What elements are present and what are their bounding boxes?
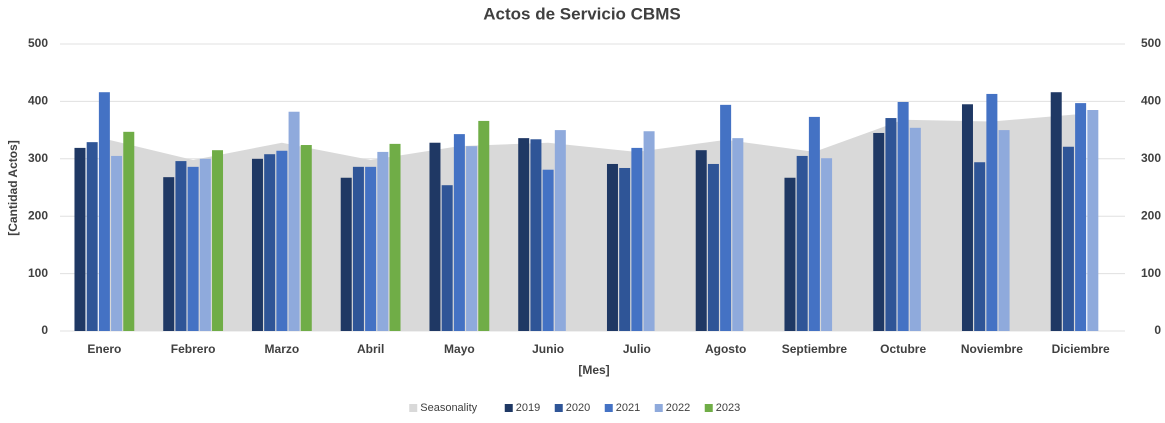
bar (998, 130, 1010, 331)
x-tick-label: Agosto (705, 342, 746, 356)
bar (643, 131, 655, 331)
bar (1062, 146, 1074, 331)
bar (300, 145, 312, 331)
x-tick-label: Febrero (171, 342, 216, 356)
bar (784, 177, 796, 331)
bar (377, 151, 389, 331)
y-tick-label: 500 (28, 36, 48, 50)
bar (796, 155, 808, 331)
bar (518, 138, 530, 331)
x-tick-label: Marzo (265, 342, 300, 356)
chart-title: Actos de Servicio CBMS (483, 4, 680, 23)
bar (707, 163, 719, 331)
legend-swatch (704, 404, 713, 412)
x-tick-label: Octubre (880, 342, 926, 356)
bar (530, 139, 542, 331)
bar (606, 163, 618, 331)
legend-label: Seasonality (420, 402, 477, 414)
y-tick-label: 0 (41, 323, 48, 337)
bar (175, 161, 187, 331)
y2-tick-label: 400 (1141, 94, 1161, 108)
legend-swatch (604, 404, 613, 412)
y2-tick-label: 300 (1141, 151, 1161, 165)
bar (1050, 92, 1062, 331)
bar (720, 104, 732, 332)
legend-label: 2022 (666, 402, 690, 414)
bar (1075, 103, 1087, 331)
x-tick-label: Julio (623, 342, 651, 356)
bar (276, 150, 288, 331)
legend-swatch (554, 404, 563, 412)
bar (98, 92, 110, 331)
x-tick-label: Noviembre (961, 342, 1023, 356)
bar (352, 166, 364, 331)
y-tick-label: 400 (28, 94, 48, 108)
bar (441, 185, 453, 331)
bar (123, 131, 135, 331)
y-tick-label: 100 (28, 266, 48, 280)
bar (909, 127, 921, 331)
bar (74, 147, 86, 331)
bar (873, 132, 885, 331)
bar (974, 162, 986, 331)
bar (251, 158, 263, 331)
y-tick-label: 300 (28, 151, 48, 165)
bar (111, 155, 123, 331)
legend-swatch (504, 404, 513, 412)
bar (961, 104, 973, 332)
bar (187, 166, 199, 331)
legend-label: 2020 (566, 402, 590, 414)
bar (264, 154, 276, 331)
bar (288, 111, 300, 332)
bar (986, 93, 998, 331)
bar (365, 166, 377, 331)
bar (1087, 110, 1099, 331)
bar (478, 120, 490, 331)
bar (821, 158, 833, 331)
bar (732, 138, 744, 331)
seasonality-area (104, 114, 1081, 331)
bar (542, 169, 554, 331)
x-tick-label: Junio (532, 342, 564, 356)
y-tick-label: 200 (28, 208, 48, 222)
bar (808, 116, 820, 331)
bar (897, 101, 909, 331)
bar (163, 177, 175, 331)
legend-swatch (654, 404, 663, 412)
bar (86, 142, 98, 331)
bar (631, 147, 643, 331)
y2-tick-label: 500 (1141, 36, 1161, 50)
bar (212, 150, 224, 331)
bar (389, 143, 401, 331)
bar (885, 118, 897, 332)
x-tick-label: Enero (87, 342, 121, 356)
x-tick-label: Abril (357, 342, 384, 356)
bar (466, 146, 478, 331)
y2-tick-label: 200 (1141, 208, 1161, 222)
y2-tick-label: 0 (1154, 323, 1161, 337)
bar (453, 134, 465, 331)
bar (619, 167, 631, 331)
x-tick-label: Septiembre (782, 342, 848, 356)
bar (340, 177, 352, 331)
x-tick-label: Mayo (444, 342, 475, 356)
legend-label: 2021 (616, 402, 640, 414)
bar (429, 142, 441, 331)
bar (695, 150, 707, 331)
y2-tick-label: 100 (1141, 266, 1161, 280)
legend-label: 2023 (716, 402, 740, 414)
bar (554, 130, 566, 331)
legend-swatch (409, 404, 418, 412)
bar (199, 158, 211, 331)
legend-label: 2019 (516, 402, 540, 414)
x-tick-label: Diciembre (1052, 342, 1110, 356)
x-axis-title: [Mes] (578, 363, 609, 377)
y-axis-title: [Cantidad Actos] (6, 140, 20, 236)
